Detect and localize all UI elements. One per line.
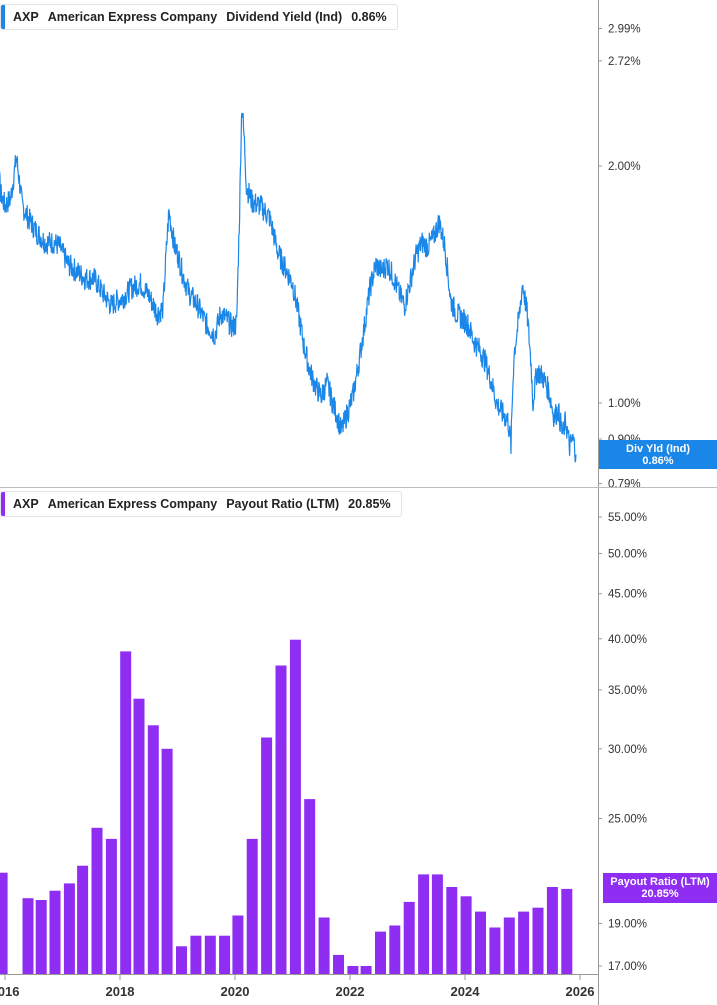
x-tick-label: 2024 [451,984,481,999]
badge-label: Div Yld (Ind) [626,443,690,455]
legend-metric: Payout Ratio (LTM) [226,497,340,511]
legend-company: American Express Company [47,497,218,511]
y-tick-label: 30.00% [608,744,647,756]
payout-ratio-bar [35,900,47,974]
x-axis: 2016 2018 2020 2022 2024 2026 [0,974,598,999]
y-tick-label: 19.00% [608,918,647,930]
legend-ticker: AXP [13,10,39,24]
payout-ratio-bar [275,665,287,974]
payout-ratio-bar [489,927,501,974]
payout-ratio-bar [403,901,415,974]
payout-ratio-bar [219,935,231,974]
y-tick-label: 0.79% [608,479,641,491]
payout-ratio-bar [77,865,89,974]
legend-dividend-yield[interactable]: AXP American Express Company Dividend Yi… [0,4,398,30]
y-tick-label: 25.00% [608,814,647,826]
x-tick-label: 2018 [106,984,135,999]
payout-ratio-bar [161,748,173,974]
x-tick-label: 2020 [221,984,250,999]
y-tick-label: 40.00% [608,634,647,646]
y-tick-label: 45.00% [608,589,647,601]
payout-ratio-bar [204,935,216,974]
dividend-yield-panel: 2.99%2.72%2.00%1.00%0.90%0.79% [0,24,641,491]
payout-ratio-bar [22,898,34,974]
payout-ratio-bar [0,872,8,974]
y-tick-label: 2.00% [608,161,641,173]
y-tick-label: 2.72% [608,56,641,68]
payout-ratio-bar [133,698,145,974]
payout-ratio-bar [190,935,202,974]
payout-ratio-bar [304,799,316,974]
legend-ticker: AXP [13,497,39,511]
legend-company: American Express Company [47,10,218,24]
payout-ratio-bar [518,911,530,974]
payout-ratio-bar [91,827,103,974]
payout-ratio-bar [460,896,472,974]
payout-ratio-bar [289,639,301,974]
payout-ratio-bar [347,966,359,974]
payout-ratio-bar [375,931,386,974]
payout-ratio-bar [532,907,544,974]
y-tick-label: 2.99% [608,24,641,36]
y-tick-label: 50.00% [608,548,647,560]
payout-ratio-bar [120,651,132,974]
payout-ratio-bar [147,725,159,974]
legend-metric: Dividend Yield (Ind) [226,10,343,24]
payout-ratio-bar [63,883,75,974]
payout-ratio-bar [446,887,458,974]
x-tick-label: 2026 [566,984,595,999]
y-tick-label: 1.00% [608,398,641,410]
legend-swatch-purple [1,492,5,516]
payout-ratio-panel: 55.00% 50.00% 45.00% 40.00% 35.00% 30.00% 25.0… [0,512,647,974]
payout-ratio-bar [431,874,443,974]
payout-ratio-bar [232,915,244,974]
legend-value: 20.85% [348,497,391,511]
x-tick-label: 2016 [0,984,19,999]
payout-ratio-bar [503,917,515,974]
payout-ratio-bar [105,838,117,974]
dividend-yield-line [0,112,577,463]
current-value-badge-payout-ratio: Payout Ratio (LTM) 20.85% [603,873,717,903]
payout-ratio-bar [261,737,273,974]
payout-ratio-bar [318,917,330,974]
payout-ratio-bar [418,874,430,974]
legend-swatch-blue [1,5,5,29]
payout-ratio-bar [475,911,486,974]
payout-ratio-bar [49,890,61,974]
payout-ratio-bar [246,838,258,974]
badge-label: Payout Ratio (LTM) [610,876,710,888]
badge-value: 20.85% [641,888,679,900]
payout-ratio-bar [561,888,573,974]
badge-value: 0.86% [642,455,674,467]
y-tick-label: 55.00% [608,512,647,524]
y-tick-label: 17.00% [608,961,647,973]
payout-ratio-bar [360,966,372,974]
y-tick-label: 35.00% [608,685,647,697]
payout-ratio-bar [333,954,344,974]
payout-ratio-bar [389,925,401,974]
payout-ratio-bar [546,887,558,974]
legend-value: 0.86% [351,10,387,24]
legend-payout-ratio[interactable]: AXP American Express Company Payout Rati… [0,491,402,517]
x-tick-label: 2022 [336,984,365,999]
current-value-badge-dividend-yield: Div Yld (Ind) 0.86% [599,440,717,469]
payout-ratio-bar [176,946,187,974]
